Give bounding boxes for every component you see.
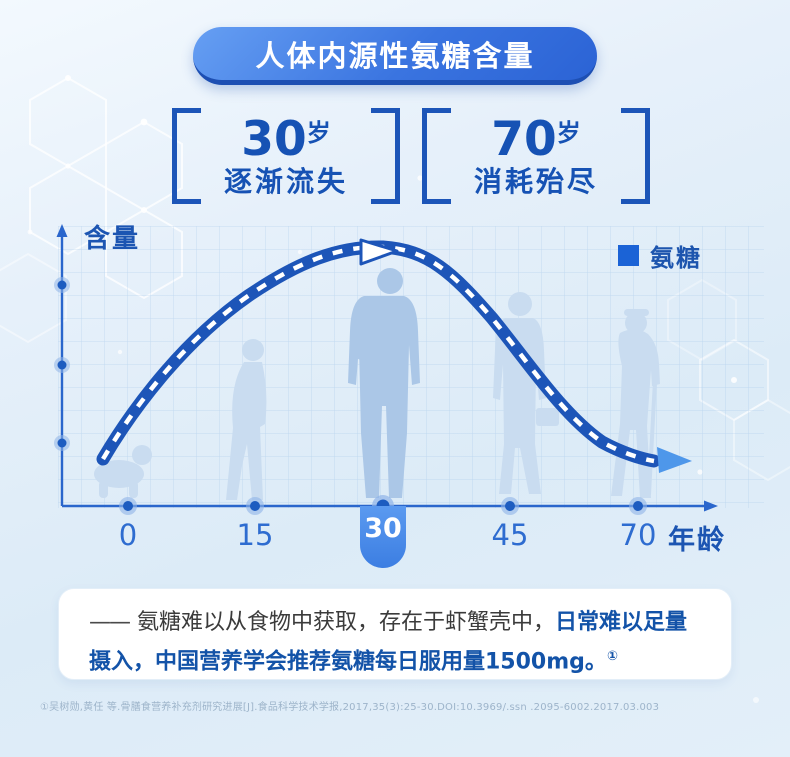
curve-end-arrow-icon bbox=[657, 447, 692, 473]
y-axis-dots bbox=[54, 277, 70, 451]
curve-peak-arrow-icon bbox=[359, 238, 399, 266]
x-tick-30: 30 bbox=[364, 513, 402, 544]
right-bracket-decor bbox=[621, 108, 650, 204]
glucosamine-curve bbox=[96, 238, 692, 473]
callout-age-line: 30岁 bbox=[201, 111, 371, 167]
callout-age-suffix: 岁 bbox=[556, 118, 581, 147]
silhouette-baby bbox=[94, 445, 152, 498]
legend-label: 氨糖 bbox=[650, 244, 702, 272]
citation-mark: ① bbox=[606, 649, 618, 664]
callout-age-line: 70岁 bbox=[451, 111, 621, 167]
x-axis-arrow-icon bbox=[704, 500, 718, 512]
y-axis-label: 含量 bbox=[84, 224, 141, 254]
silhouette-child bbox=[226, 339, 267, 500]
callout-age-suffix: 岁 bbox=[306, 118, 331, 147]
legend-swatch-icon bbox=[618, 245, 639, 266]
info-text-bold: 日常难以足量摄入，中国营养学会推荐氨糖每日服用量1500mg。 bbox=[89, 610, 688, 675]
em-dash-decor: —— bbox=[89, 610, 131, 635]
callout-description: 消耗殆尽 bbox=[473, 165, 598, 199]
x-axis-label: 年龄 bbox=[668, 525, 726, 556]
callout-age-70: 70岁 消耗殆尽 bbox=[422, 108, 650, 204]
highlighted-age-badge: 30 bbox=[360, 506, 406, 568]
callout-age-30: 30岁 逐渐流失 bbox=[172, 108, 400, 204]
chart-legend: 氨糖 bbox=[618, 238, 702, 273]
left-bracket-decor bbox=[172, 108, 201, 204]
page-title: 人体内源性氨糖含量 bbox=[255, 38, 535, 73]
left-bracket-decor bbox=[422, 108, 451, 204]
footnote-citation: ①吴树勋,黄任 等.骨膳食营养补充剂研究进展[J].食品科学技术学报,2017,… bbox=[40, 702, 660, 713]
callout-age-number: 30 bbox=[241, 111, 307, 167]
callout-age-number: 70 bbox=[491, 111, 557, 167]
silhouette-elderly bbox=[611, 309, 660, 498]
callout-description: 逐渐流失 bbox=[223, 165, 348, 199]
info-text-normal: 氨糖难以从食物中获取，存在于虾蟹壳中， bbox=[137, 610, 556, 635]
x-tick-0: 0 bbox=[118, 518, 138, 552]
x-tick-70: 70 bbox=[619, 518, 657, 552]
title-banner: 人体内源性氨糖含量 bbox=[193, 27, 597, 85]
y-axis-arrow-icon bbox=[56, 224, 68, 237]
info-box: —— 氨糖难以从食物中获取，存在于虾蟹壳中，日常难以足量摄入，中国营养学会推荐氨糖… bbox=[58, 588, 732, 680]
right-bracket-decor bbox=[371, 108, 400, 204]
x-tick-15: 15 bbox=[236, 518, 274, 552]
x-tick-45: 45 bbox=[491, 518, 529, 552]
silhouette-adult bbox=[348, 268, 420, 498]
